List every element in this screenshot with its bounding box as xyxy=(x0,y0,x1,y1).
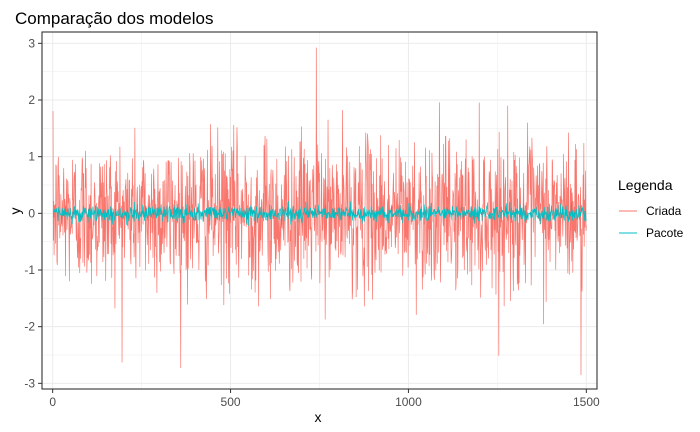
legend-label-criada: Criada xyxy=(646,204,682,218)
chart-title: Comparação dos modelos xyxy=(15,9,213,28)
y-tick-label: 0 xyxy=(28,206,35,220)
y-tick-label: 3 xyxy=(28,36,35,50)
series-line-pacote xyxy=(52,200,587,227)
x-tick-label: 500 xyxy=(221,395,241,409)
x-tick-label: 0 xyxy=(49,395,56,409)
legend: Legenda Criada Pacote xyxy=(618,177,684,240)
y-axis-ticks: -3 -2 -1 0 1 2 3 xyxy=(24,36,42,390)
series-line-criada xyxy=(52,47,587,376)
x-tick-label: 1000 xyxy=(395,395,422,409)
x-tick-label: 1500 xyxy=(573,395,600,409)
y-tick-label: -1 xyxy=(24,263,35,277)
x-axis-ticks: 0 500 1000 1500 xyxy=(49,389,600,409)
x-axis-title: x xyxy=(315,409,322,425)
legend-title: Legenda xyxy=(618,177,673,193)
y-tick-label: 2 xyxy=(28,93,35,107)
plot-panel xyxy=(41,31,598,390)
legend-label-pacote: Pacote xyxy=(646,226,684,240)
y-tick-label: -3 xyxy=(24,376,35,390)
series-layer xyxy=(52,47,587,376)
y-tick-label: 1 xyxy=(28,150,35,164)
panel-border xyxy=(41,31,598,390)
y-axis-title: y xyxy=(7,208,23,215)
y-tick-label: -2 xyxy=(24,320,35,334)
